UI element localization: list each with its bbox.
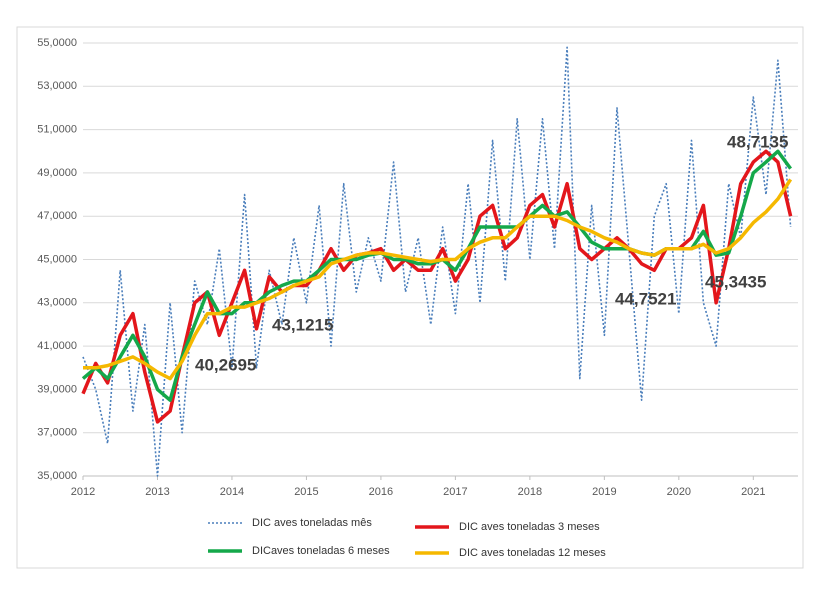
legend-label: DIC aves toneladas mês — [252, 517, 372, 529]
x-tick-label: 2013 — [145, 486, 169, 498]
y-tick-label: 37,0000 — [37, 427, 77, 439]
y-tick-label: 43,0000 — [37, 297, 77, 309]
x-tick-label: 2014 — [220, 486, 244, 498]
x-tick-label: 2021 — [741, 486, 765, 498]
y-tick-label: 41,0000 — [37, 340, 77, 352]
x-tick-label: 2018 — [518, 486, 542, 498]
series-line — [83, 178, 793, 381]
annotation: 48,7135 — [727, 132, 788, 151]
y-tick-label: 35,0000 — [37, 470, 77, 482]
annotation: 45,3435 — [705, 272, 766, 291]
legend-label: DIC aves toneladas 3 meses — [459, 521, 600, 533]
y-tick-label: 39,0000 — [37, 383, 77, 395]
x-tick-label: 2020 — [667, 486, 691, 498]
y-tick-label: 45,0000 — [37, 253, 77, 265]
x-tick-label: 2012 — [71, 486, 95, 498]
legend-label: DICaves toneladas 6 meses — [252, 545, 390, 557]
annotation: 40,2695 — [195, 355, 256, 374]
annotation: 43,1215 — [272, 315, 333, 334]
chart-frame — [16, 26, 804, 569]
x-tick-label: 2015 — [294, 486, 318, 498]
legend-label: DIC aves toneladas 12 meses — [459, 547, 606, 559]
y-tick-label: 53,0000 — [37, 80, 77, 92]
y-tick-label: 47,0000 — [37, 210, 77, 222]
x-tick-label: 2017 — [443, 486, 467, 498]
y-tick-label: 51,0000 — [37, 124, 77, 136]
x-tick-label: 2019 — [592, 486, 616, 498]
y-tick-label: 49,0000 — [37, 167, 77, 179]
y-tick-label: 55,0000 — [37, 37, 77, 49]
x-tick-label: 2016 — [369, 486, 393, 498]
annotation: 44,7521 — [615, 289, 676, 308]
